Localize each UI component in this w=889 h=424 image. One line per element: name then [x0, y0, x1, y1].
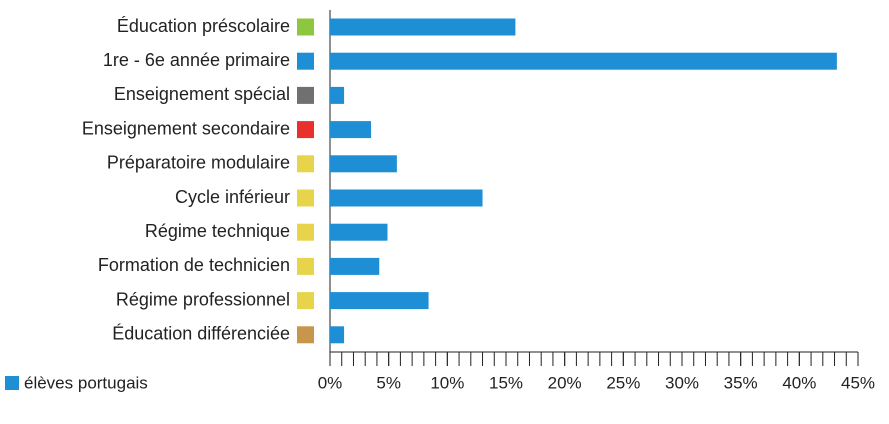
category-marker: [297, 223, 314, 241]
x-tick-label: 25%: [606, 373, 640, 392]
bar: [330, 86, 345, 104]
category-label: Enseignement spécial: [114, 84, 290, 104]
category-label: Régime professionnel: [116, 289, 290, 309]
category-marker: [297, 155, 314, 173]
x-tick-label: 5%: [376, 373, 401, 392]
legend-swatch: [5, 376, 19, 390]
category-marker: [297, 121, 314, 139]
x-tick-label: 40%: [782, 373, 816, 392]
x-tick-label: 35%: [724, 373, 758, 392]
bar: [330, 189, 483, 207]
category-marker: [297, 326, 314, 344]
x-tick-label: 20%: [548, 373, 582, 392]
bar: [330, 292, 429, 310]
x-tick-label: 15%: [489, 373, 523, 392]
legend-label: élèves portugais: [24, 373, 148, 392]
category-marker: [297, 292, 314, 310]
category-marker: [297, 52, 314, 70]
category-label: Préparatoire modulaire: [107, 153, 290, 173]
bar: [330, 155, 397, 173]
category-marker: [297, 257, 314, 275]
bar: [330, 52, 837, 70]
category-marker: [297, 86, 314, 104]
x-tick-label: 30%: [665, 373, 699, 392]
category-label: Enseignement secondaire: [82, 118, 290, 138]
bar: [330, 18, 516, 36]
category-marker: [297, 189, 314, 207]
category-label: Régime technique: [145, 221, 290, 241]
bar: [330, 223, 388, 241]
bar: [330, 326, 345, 344]
category-label: Formation de technicien: [98, 255, 290, 275]
x-tick-label: 10%: [430, 373, 464, 392]
category-label: 1re - 6e année primaire: [103, 50, 290, 70]
category-label: Éducation préscolaire: [117, 16, 290, 36]
category-marker: [297, 18, 314, 36]
category-label: Cycle inférieur: [175, 187, 290, 207]
bar: [330, 121, 372, 139]
x-tick-label: 0%: [318, 373, 343, 392]
category-label: Éducation différenciée: [112, 324, 290, 344]
bar: [330, 257, 380, 275]
x-tick-label: 45%: [841, 373, 875, 392]
